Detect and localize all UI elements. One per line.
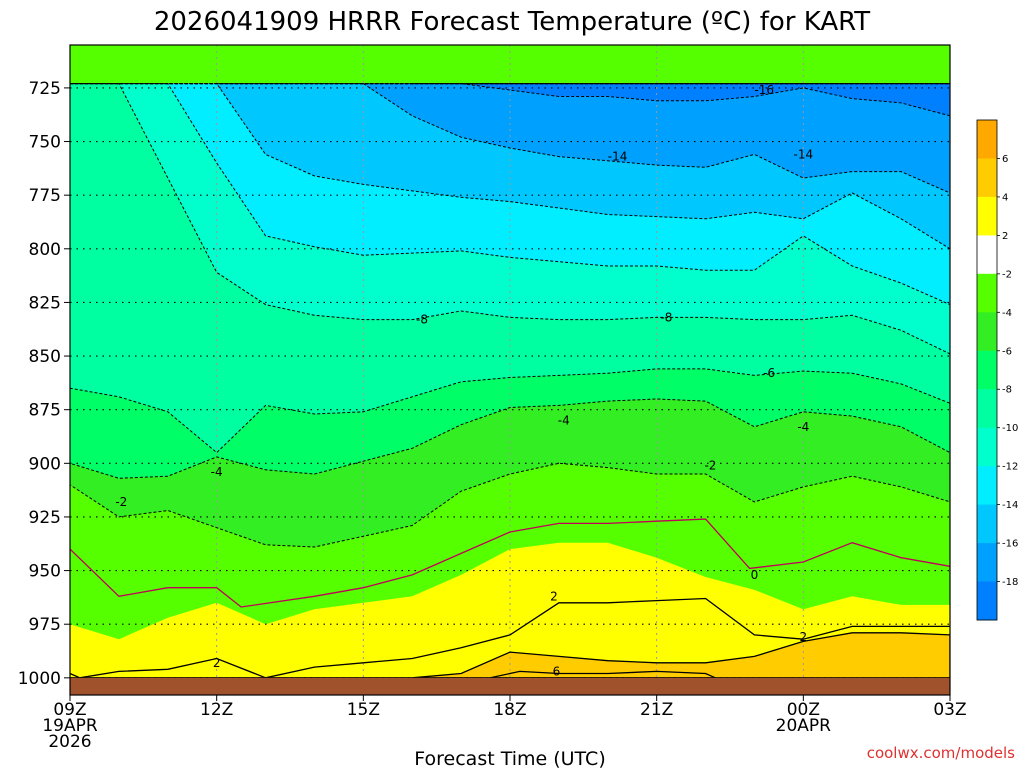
contour-label-7: 2 — [800, 630, 808, 644]
colorbar-tick-label-1: 4 — [1002, 192, 1008, 203]
contour-label-2: -8 — [416, 313, 428, 327]
colorbar-tick-label-5: -6 — [1002, 346, 1012, 357]
y-tick-label-850: 850 — [29, 347, 61, 367]
colorbar-swatch-0 — [977, 120, 997, 159]
colorbar-swatch-6 — [977, 350, 997, 390]
colorbar-swatch-1 — [977, 158, 997, 198]
y-tick-label-950: 950 — [29, 562, 61, 582]
contour-label-4: -4 — [211, 465, 223, 479]
colorbar-frame — [976, 119, 998, 621]
colorbar-tick-label-3: -2 — [1002, 269, 1012, 280]
gridlines — [70, 45, 950, 695]
contour-c-4 — [70, 632, 950, 679]
contour-label-13: -4 — [797, 420, 809, 434]
y-tick-label-825: 825 — [29, 293, 61, 313]
ground-surface-band — [70, 677, 950, 695]
contour-layer — [70, 83, 950, 679]
contour-label-14: -2 — [704, 458, 716, 472]
x-tick-label-15: 00Z 20APR — [776, 700, 832, 736]
x-axis: 09Z 19APR 2026 12Z 15Z 18Z 21Z 00Z 20APR 03Z — [42, 695, 967, 752]
y-axis: 725 750 775 800 825 850 875 900 925 950 975 1000 — [18, 79, 70, 689]
y-tick-label-875: 875 — [29, 401, 61, 421]
colorbar-tick-label-11: -18 — [1002, 577, 1018, 588]
contour-label-8: 2 — [550, 589, 558, 603]
x-tick-label-18: 03Z — [933, 700, 966, 720]
colorbar-swatch-3 — [977, 235, 997, 275]
colorbar-swatch-2 — [977, 196, 997, 236]
contour-c-6 — [490, 670, 716, 679]
colorbar-swatch-8 — [977, 427, 997, 467]
colorbar-legend: 6 4 2 -2 -4 -6 -8 -10 -12 -14 -16 -18 — [976, 119, 1018, 621]
x-tick-label-0: 09Z 19APR 2026 — [42, 700, 98, 752]
y-tick-label-1000: 1000 — [18, 669, 61, 689]
colorbar-swatch-11 — [977, 543, 997, 582]
contour-c-2 — [70, 597, 950, 679]
band-gt-4 — [70, 632, 950, 678]
contour-label-5: -2 — [115, 495, 127, 509]
colorbar-tick-label-6: -8 — [1002, 385, 1012, 396]
colorbar-swatch-7 — [977, 389, 997, 429]
contour-label-10: -14 — [608, 150, 628, 164]
colorbar-tick-label-7: -10 — [1002, 423, 1018, 434]
contour-c-0 — [70, 518, 950, 608]
band-lt-m16 — [216, 83, 950, 193]
y-tick-label-900: 900 — [29, 454, 61, 474]
colorbar-swatch-12 — [977, 581, 997, 621]
colorbar-swatch-10 — [977, 504, 997, 544]
x-tick-label-12: 21Z — [640, 700, 673, 720]
band-lt-m18 — [412, 83, 950, 116]
colorbar-tick-label-4: -4 — [1002, 308, 1012, 319]
x-tick-label-6: 15Z — [347, 700, 380, 720]
colorbar-tick-label-8: -12 — [1002, 462, 1018, 473]
x-axis-label: Forecast Time (UTC) — [414, 748, 605, 768]
colorbar-tick-label-2: 2 — [1002, 231, 1008, 242]
colorbar-swatch-5 — [977, 312, 997, 352]
y-tick-label-775: 775 — [29, 186, 61, 206]
contour-label-9: 6 — [553, 664, 561, 678]
contour-c-m2 — [70, 83, 950, 548]
contour-label-1: -14 — [794, 147, 814, 161]
x-tick-label-3: 12Z — [200, 700, 233, 720]
colorbar-tick-label-0: 6 — [1002, 154, 1008, 165]
y-tick-label-925: 925 — [29, 508, 61, 528]
colorbar-tick-label-10: -16 — [1002, 539, 1018, 550]
credit-link[interactable]: coolwx.com/models — [867, 744, 1015, 762]
contour-label-3: -6 — [763, 366, 775, 380]
colorbar-tick-label-9: -14 — [1002, 500, 1018, 511]
contour-label-12: -4 — [558, 413, 570, 427]
y-tick-label-750: 750 — [29, 133, 61, 153]
colorbar-swatch-4 — [977, 273, 997, 313]
contour-label-11: -8 — [660, 310, 672, 324]
y-tick-label-725: 725 — [29, 79, 61, 99]
colorbar-swatch-9 — [977, 466, 997, 506]
y-tick-label-975: 975 — [29, 615, 61, 635]
contour-label-0: -16 — [754, 83, 774, 97]
y-tick-label-800: 800 — [29, 240, 61, 260]
x-tick-label-9: 18Z — [493, 700, 526, 720]
contour-label-6: 0 — [751, 568, 759, 582]
chart-title: 2026041909 HRRR Forecast Temperature (ºC… — [154, 7, 870, 37]
contour-labels: -16 -14 -8 -6 -4 -2 0 2 2 6 -14 -8 -4 -4 -2 2 — [115, 83, 813, 678]
contour-label-15: 2 — [213, 656, 221, 670]
